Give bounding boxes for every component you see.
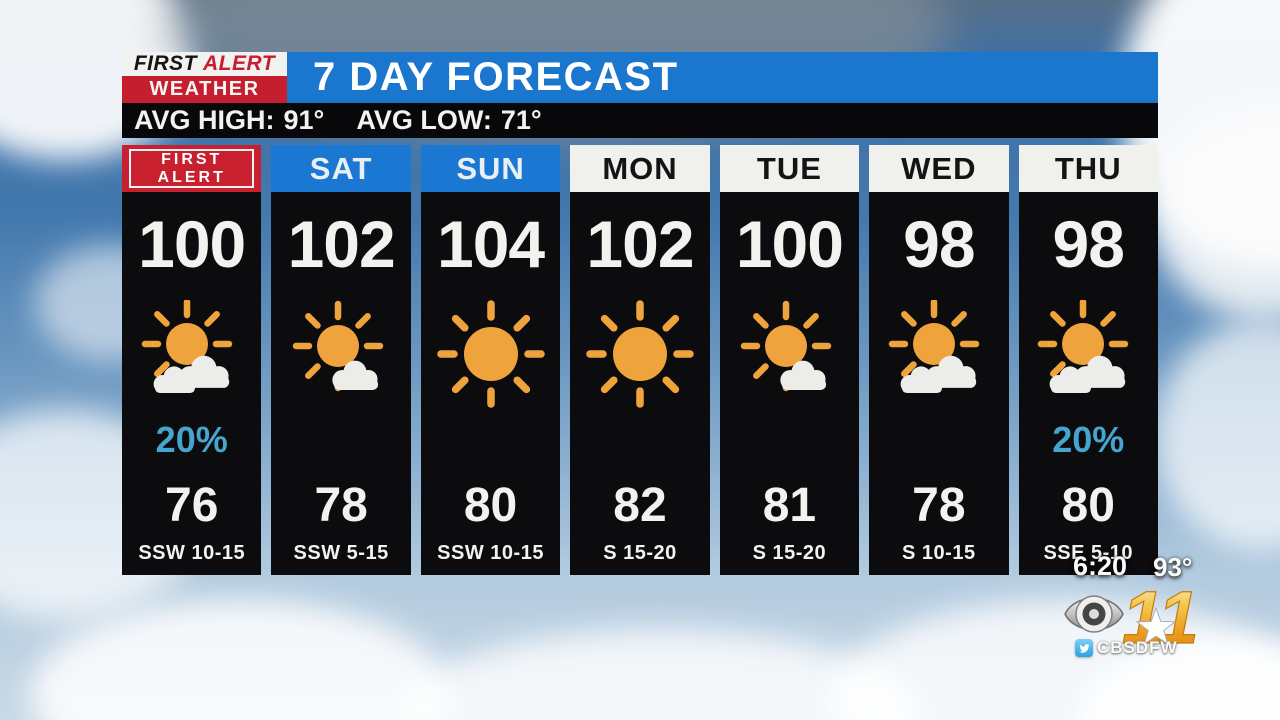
day-label: MON [570,145,710,192]
low-temp: 80 [463,478,518,532]
low-temp: 76 [165,478,219,532]
low-temp: 78 [912,478,966,532]
wind-forecast: SSW 10-15 [138,542,246,564]
clock-time: 6:20 [1073,551,1128,581]
first-alert-badge: FIRST ALERT [129,149,255,188]
day-label-first-alert: FIRST ALERT [122,145,262,192]
day-panel: 102 78 SSW 5-15 [271,192,411,575]
board-header-row: FIRST ALERT WEATHER 7 DAY FORECAST [122,52,1158,103]
day-label: SUN [420,145,561,192]
day-label: TUE [719,145,860,192]
forecast-title-bar: 7 DAY FORECAST [287,52,1158,103]
avg-low-label: AVG LOW: [356,105,492,135]
wind-forecast: SSW 5-15 [293,542,389,564]
forecast-column-thu: THU 98 20% 80 SSE 5-10 [1018,145,1158,575]
forecast-column-sat: SAT 102 78 SSW 5-15 [271,145,411,575]
wind-forecast: SSE 5-10 [1043,542,1134,564]
high-temp: 98 [1052,207,1125,281]
day-panel: 100 81 S 15-20 [719,192,860,575]
low-temp: 80 [1061,478,1115,532]
mostly-sunny-icon [285,296,397,412]
high-temp: 100 [138,207,246,281]
high-temp: 102 [287,207,396,281]
wind-forecast: SSW 10-15 [437,542,544,564]
cloud [30,600,450,720]
logo-first-alert: FIRST ALERT [122,52,287,76]
forecast-column-sun: SUN 104 80 SSW 10-15 [420,145,561,575]
forecast-column-first-alert: FIRST ALERT 100 20% 76 SSW 10-15 [122,145,262,575]
low-temp: 78 [314,478,368,532]
sunny-icon [435,296,547,412]
forecast-column-wed: WED 98 78 S 10-15 [869,145,1009,575]
forecast-column-tue: TUE 100 81 S 15-20 [719,145,860,575]
low-temp: 81 [762,478,817,532]
cbs-eye-11-icon: 11 [1064,575,1199,660]
star-icon [1135,606,1177,646]
twitter-icon [1075,639,1093,657]
wind-forecast: S 15-20 [603,542,677,564]
logo-weather-text: WEATHER [122,76,287,103]
precip-chance: 20% [155,419,228,460]
social-handle: CBSDFW [1075,638,1178,658]
average-temps-bar: AVG HIGH: 91° AVG LOW: 71° [122,103,1158,138]
social-handle-text: CBSDFW [1097,638,1178,657]
day-label: THU [1018,145,1158,192]
partly-cloudy-icon [1032,296,1144,412]
avg-high-label: AVG HIGH: [134,105,275,135]
precip-chance: 20% [1052,419,1125,460]
partly-cloudy-icon [883,296,995,412]
day-panel: 104 80 SSW 10-15 [420,192,561,575]
avg-high-value: 91° [283,105,325,135]
high-temp: 104 [436,207,545,281]
forecast-board: FIRST ALERT WEATHER 7 DAY FORECAST AVG H… [122,52,1158,575]
badge-line-1: FIRST [161,150,223,168]
avg-low-value: 71° [500,105,542,135]
forecast-column-mon: MON 102 82 S 15-20 [570,145,710,575]
day-label: WED [869,145,1009,192]
partly-cloudy-icon [136,296,248,412]
cloud [1155,320,1280,550]
wind-forecast: S 10-15 [902,542,976,564]
day-panel: 98 78 S 10-15 [869,192,1009,575]
day-label: SAT [271,145,411,192]
high-temp: 102 [586,207,694,281]
high-temp: 98 [903,207,975,281]
forecast-days-row: FIRST ALERT 100 20% 76 SSW 10-15 SAT 102 [122,145,1158,575]
cbs-11-station-logo: 11 [1062,575,1199,661]
day-panel: 100 20% 76 SSW 10-15 [122,192,262,575]
day-panel: 98 20% 80 SSE 5-10 [1018,192,1158,575]
sunny-icon [584,296,696,412]
badge-line-2: ALERT [157,168,226,186]
logo-alert-text: ALERT [203,52,276,75]
low-temp: 82 [613,478,667,532]
current-temp: 93° [1153,552,1193,582]
first-alert-weather-logo: FIRST ALERT WEATHER [122,52,287,103]
forecast-title: 7 DAY FORECAST [313,55,679,99]
day-panel: 102 82 S 15-20 [570,192,710,575]
wind-forecast: S 15-20 [752,542,827,564]
high-temp: 100 [735,207,844,281]
station-number-text: 11 [1122,576,1196,656]
mostly-sunny-icon [733,296,845,412]
logo-first-text: FIRST [133,52,198,75]
